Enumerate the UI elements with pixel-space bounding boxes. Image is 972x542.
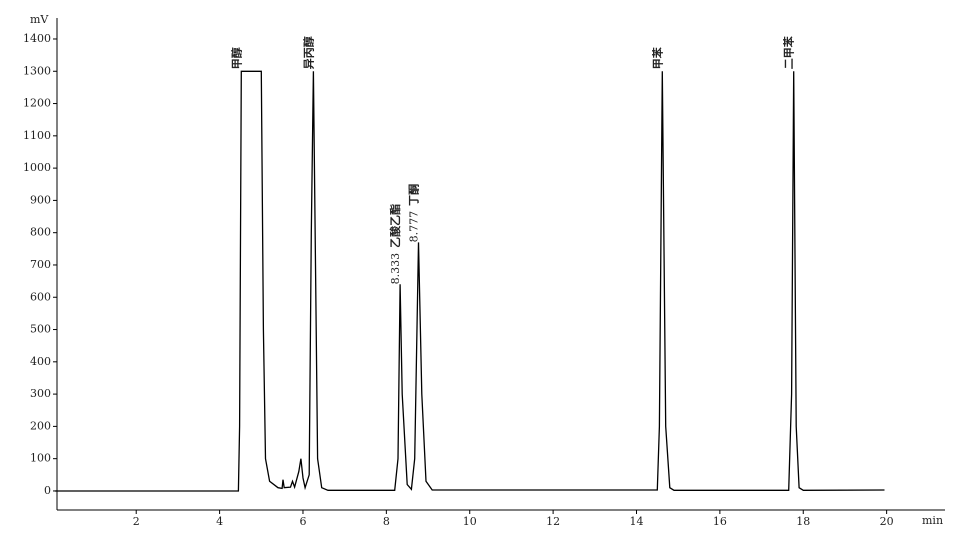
peak-label: 乙酸乙酯 — [388, 204, 402, 248]
x-tick-label: 12 — [546, 515, 560, 528]
x-axis-title: min — [922, 514, 943, 527]
x-tick-label: 6 — [299, 515, 306, 528]
y-tick-label: 200 — [30, 419, 51, 432]
x-tick-label: 16 — [713, 515, 727, 528]
y-tick-label: 0 — [44, 484, 51, 497]
y-tick-label: 100 — [30, 452, 51, 465]
y-tick-label: 600 — [30, 290, 51, 303]
y-tick-label: 1400 — [23, 32, 51, 45]
y-axis-title: mV — [30, 13, 49, 26]
x-tick-label: 2 — [133, 515, 140, 528]
y-tick-label: 300 — [30, 387, 51, 400]
x-tick-label: 14 — [629, 515, 643, 528]
x-tick-label: 4 — [216, 515, 223, 528]
peak-label: 异丙醇 — [301, 36, 315, 69]
x-tick-label: 18 — [796, 515, 810, 528]
y-tick-label: 1300 — [23, 64, 51, 77]
x-tick-label: 8 — [383, 515, 390, 528]
y-tick-label: 500 — [30, 323, 51, 336]
peak-time: 8.777 — [408, 211, 421, 243]
peak-label: 二甲苯 — [782, 35, 796, 69]
y-tick-label: 700 — [30, 258, 51, 271]
peak-time: 8.333 — [389, 253, 402, 285]
y-tick-label: 1200 — [23, 97, 51, 110]
y-tick-label: 1100 — [23, 129, 51, 142]
y-tick-label: 400 — [30, 355, 51, 368]
y-tick-label: 900 — [30, 193, 51, 206]
peak-label: 甲苯 — [650, 46, 664, 69]
peak-label: 甲醇 — [229, 47, 243, 69]
trace — [54, 70, 885, 492]
y-tick-label: 1000 — [23, 161, 51, 174]
x-tick-label: 20 — [880, 515, 894, 528]
y-tick-label: 800 — [30, 226, 51, 239]
x-tick-label: 10 — [463, 515, 477, 528]
peak-label: 丁酮 — [408, 184, 421, 206]
